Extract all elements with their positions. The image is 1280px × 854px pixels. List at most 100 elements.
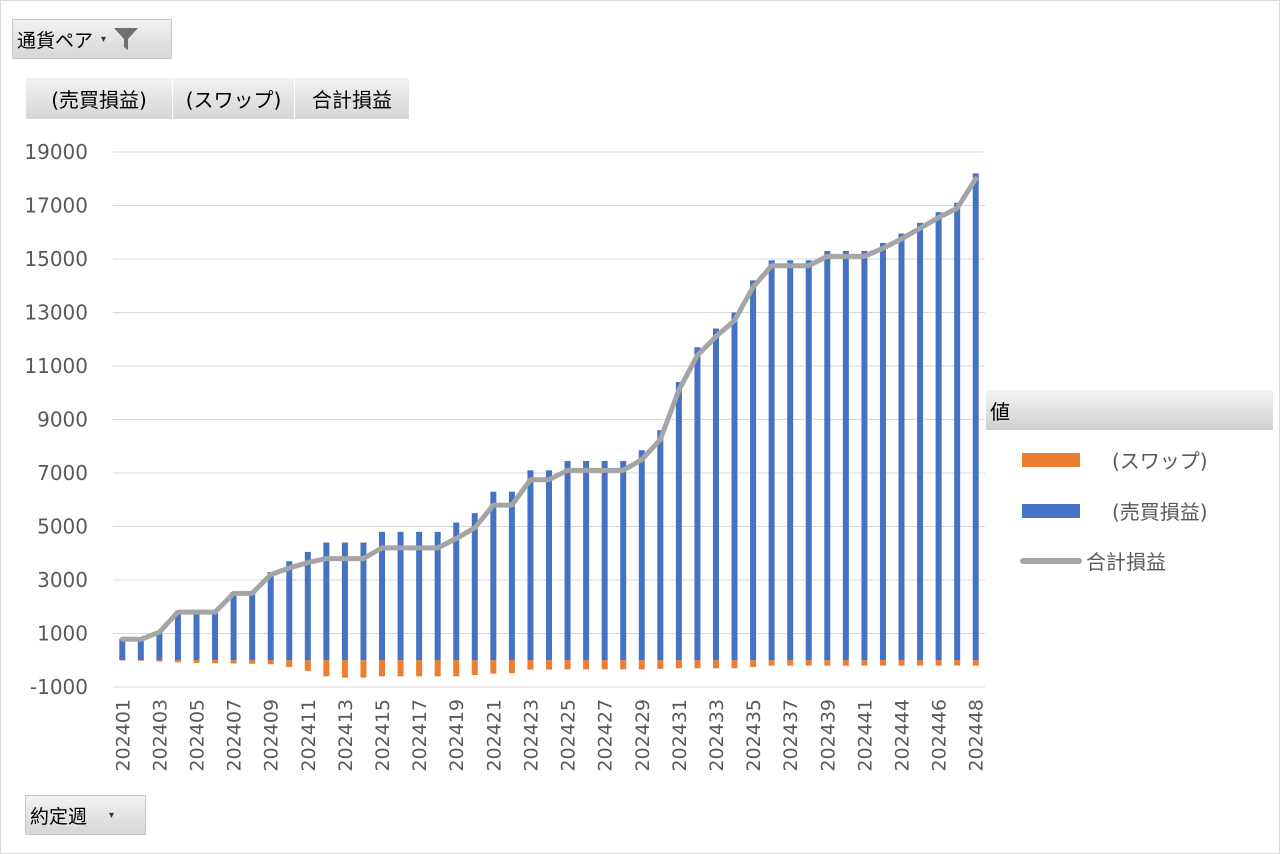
week-axis-label: 約定週: [30, 805, 88, 828]
bar-trade-pnl: [379, 531, 386, 661]
x-tick-label: 202439: [817, 699, 839, 772]
x-tick-label: 202441: [854, 699, 876, 772]
x-tick-label: 202405: [186, 699, 208, 772]
bar-swap: [360, 660, 367, 678]
x-tick-label: 202435: [743, 699, 765, 772]
bar-trade-pnl: [508, 491, 515, 661]
bar-swap: [564, 660, 571, 670]
bar-swap: [842, 660, 849, 666]
x-tick-label: 202421: [483, 699, 505, 772]
bar-trade-pnl: [694, 347, 701, 661]
bar-swap: [638, 660, 645, 670]
x-tick-label: 202429: [632, 699, 654, 772]
x-tick-label: 202401: [112, 699, 134, 772]
y-tick-label: 19000: [24, 140, 88, 164]
bar-trade-pnl: [212, 610, 219, 661]
bar-swap: [972, 660, 979, 666]
bar-trade-pnl: [267, 571, 274, 661]
currency-pair-filter-button[interactable]: 通貨ペア ▾: [12, 19, 172, 59]
bar-trade-pnl: [805, 260, 812, 661]
bar-trade-pnl: [787, 260, 794, 661]
bar-swap: [434, 660, 441, 677]
x-tick-label: 202431: [669, 699, 691, 772]
bar-trade-pnl: [954, 202, 961, 661]
bar-trade-pnl: [750, 280, 757, 661]
y-tick-label: 13000: [24, 301, 88, 325]
bar-swap: [212, 660, 219, 664]
bar-trade-pnl: [286, 561, 293, 661]
field-button-swap[interactable]: (スワップ): [173, 78, 295, 119]
bar-trade-pnl: [193, 610, 200, 661]
bar-swap: [879, 660, 886, 666]
y-tick-label: 5000: [37, 515, 88, 539]
bar-trade-pnl: [675, 382, 682, 661]
bar-swap: [527, 660, 534, 670]
x-tick-label: 202415: [372, 699, 394, 772]
bar-swap: [805, 660, 812, 666]
bar-swap: [731, 660, 738, 669]
bar-swap: [156, 660, 163, 662]
bar-trade-pnl: [230, 592, 237, 661]
y-tick-label: 17000: [24, 194, 88, 218]
bar-swap: [935, 660, 942, 666]
bar-trade-pnl: [137, 638, 144, 661]
bar-swap: [453, 660, 460, 677]
week-axis-button[interactable]: 約定週 ▾: [25, 795, 146, 835]
bar-swap: [249, 660, 256, 664]
field-button-total-pnl[interactable]: 合計損益: [295, 78, 410, 119]
bar-trade-pnl: [712, 328, 719, 661]
x-tick-label: 202448: [966, 699, 988, 772]
bar-swap: [861, 660, 868, 666]
bar-trade-pnl: [323, 542, 330, 661]
y-tick-label: 15000: [24, 247, 88, 271]
bar-swap: [471, 660, 478, 675]
bar-swap: [416, 660, 423, 677]
bar-swap: [230, 660, 237, 664]
chevron-down-icon: ▾: [101, 33, 107, 45]
bar-swap: [267, 660, 274, 665]
x-tick-label: 202419: [446, 699, 468, 772]
bar-trade-pnl: [304, 551, 311, 661]
x-tick-label: 202411: [298, 699, 320, 772]
bar-trade-pnl: [546, 470, 552, 661]
y-tick-label: 11000: [24, 354, 88, 378]
bar-swap: [546, 660, 552, 670]
x-tick-label: 202446: [929, 699, 951, 772]
funnel-icon[interactable]: [112, 26, 140, 52]
bar-trade-pnl: [249, 592, 256, 661]
x-tick-label: 202407: [224, 699, 246, 772]
bar-trade-pnl: [341, 542, 348, 661]
field-button-trade-pnl[interactable]: (売買損益): [26, 78, 173, 119]
legend-swatch-swap: [1022, 452, 1080, 467]
x-tick-label: 202417: [409, 699, 431, 772]
bar-swap: [601, 660, 608, 670]
y-tick-label: 9000: [37, 408, 88, 432]
bar-trade-pnl: [471, 513, 478, 661]
bar-swap: [286, 660, 293, 667]
y-tick-label: -1000: [30, 675, 88, 699]
bar-swap: [657, 660, 664, 669]
bar-swap: [898, 660, 905, 666]
bar-swap: [304, 660, 311, 671]
legend-swatch-trade-pnl: [1022, 503, 1080, 518]
legend-swatch-total-pnl: [1020, 557, 1082, 564]
bar-trade-pnl: [453, 522, 460, 661]
bar-trade-pnl: [824, 250, 831, 661]
x-tick-label: 202423: [520, 699, 542, 772]
legend-label-swap: (スワップ): [1112, 449, 1208, 473]
bar-trade-pnl: [601, 460, 608, 661]
bar-trade-pnl: [879, 242, 886, 661]
x-tick-label: 202425: [558, 699, 580, 772]
value-field-buttons: (売買損益) (スワップ) 合計損益: [26, 78, 410, 119]
bar-trade-pnl: [156, 630, 163, 661]
bar-swap: [768, 660, 775, 666]
x-tick-label: 202413: [335, 699, 357, 772]
bar-trade-pnl: [768, 260, 775, 661]
bar-trade-pnl: [638, 450, 645, 661]
legend-item-trade-pnl: (売買損益): [1022, 496, 1208, 525]
legend-label-total-pnl: 合計損益: [1086, 550, 1166, 574]
bar-swap: [750, 660, 757, 667]
bar-trade-pnl: [935, 212, 942, 661]
bar-trade-pnl: [360, 542, 367, 661]
